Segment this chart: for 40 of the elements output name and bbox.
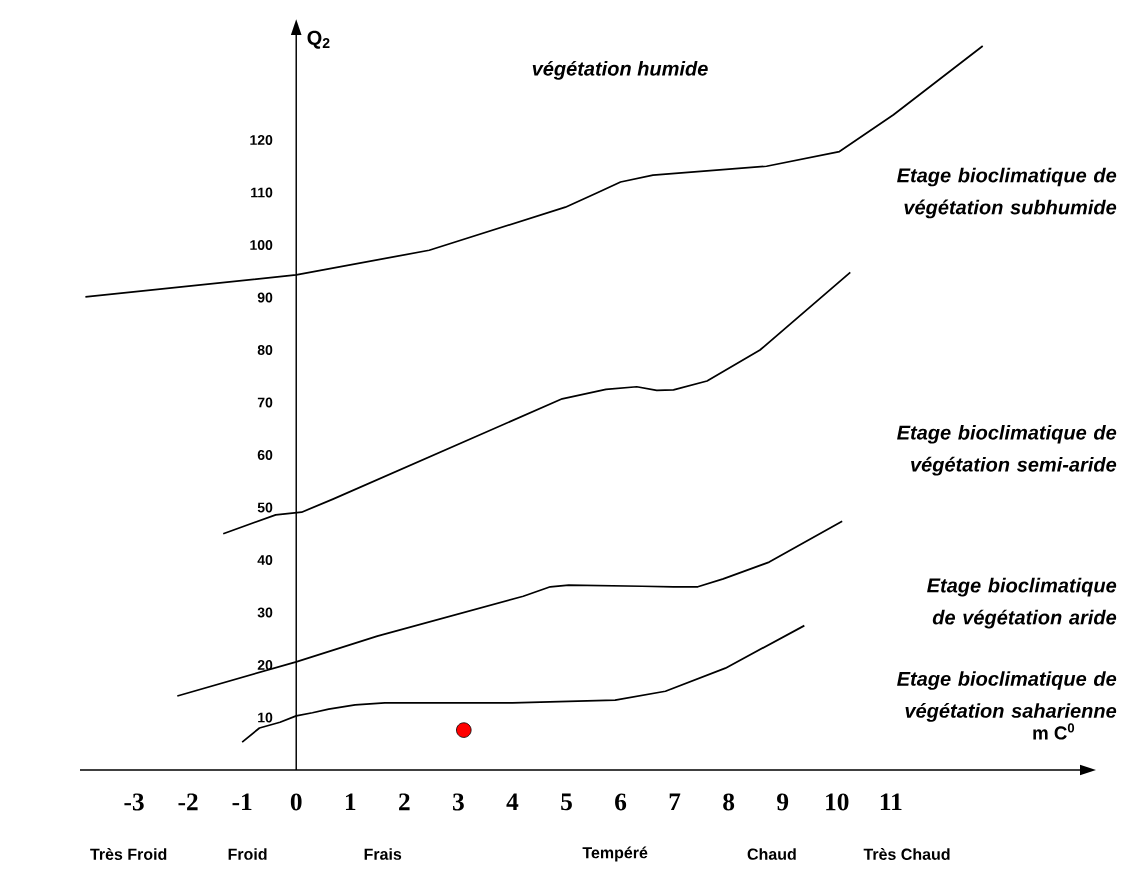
y-tick-label: 30 xyxy=(257,607,273,618)
x-tick-label: 3 xyxy=(453,793,464,811)
x-tick-label: 5 xyxy=(561,793,572,811)
x-tick-label: 1 xyxy=(345,793,356,811)
y-tick-label: 90 xyxy=(257,292,273,303)
y-tick-label: 40 xyxy=(257,555,273,565)
x-tick-label: 6 xyxy=(615,793,627,811)
y-tick-label: 80 xyxy=(257,345,273,355)
y-tick-label: 20 xyxy=(257,660,273,670)
annotation: Etage bioclimatique de végétation aride xyxy=(927,577,1117,629)
text: Très Froid xyxy=(90,848,167,860)
x-tick-label: 0 xyxy=(290,793,302,811)
x-tick-label: 2 xyxy=(399,793,410,811)
text: Frais xyxy=(364,848,402,860)
y-axis-title: Q$_{2}$ xyxy=(307,30,330,49)
x-tick-label: 11 xyxy=(880,793,902,811)
y-tick-label: 10 xyxy=(258,712,273,723)
y-tick-label: 60 xyxy=(257,450,273,460)
y-tick-label: 70 xyxy=(257,397,273,408)
x-tick-label: -3 xyxy=(124,793,144,811)
text: Tempéré xyxy=(582,846,648,862)
x-axis-title: m C$^{0}$ xyxy=(1033,723,1075,740)
x-tick-label: -2 xyxy=(178,793,198,811)
text: Chaud xyxy=(747,848,796,860)
y-tick-label: 110 xyxy=(251,187,273,198)
x-tick-label: 10 xyxy=(826,793,849,811)
x-tick-label: 4 xyxy=(506,793,519,811)
x-tick-label: 7 xyxy=(669,793,681,810)
text: Très Chaud xyxy=(863,848,950,860)
annotation: Etage bioclimatique de végétation subhumide xyxy=(897,167,1117,219)
annotation: végétation humide xyxy=(532,60,708,80)
annotation: Etage bioclimatique de végétation saharienne xyxy=(897,671,1117,722)
x-tick-label: 9 xyxy=(777,793,789,811)
y-tick-label: 50 xyxy=(257,502,273,513)
x-tick-label: 8 xyxy=(723,793,735,811)
y-tick-label: 100 xyxy=(250,240,273,250)
x-tick-label: -1 xyxy=(232,793,252,811)
annotation: Etage bioclimatique de végétation semi-aride xyxy=(897,424,1117,476)
y-tick-label: 120 xyxy=(250,135,273,145)
text: Froid xyxy=(228,848,267,860)
